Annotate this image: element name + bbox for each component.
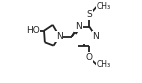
Text: CH₃: CH₃ <box>97 2 111 11</box>
Text: HO: HO <box>26 26 40 35</box>
Text: N: N <box>75 22 82 31</box>
Text: N: N <box>93 32 99 41</box>
Text: N: N <box>56 32 63 41</box>
Text: S: S <box>86 10 92 19</box>
Text: O: O <box>86 53 93 62</box>
Text: CH₃: CH₃ <box>97 60 111 69</box>
